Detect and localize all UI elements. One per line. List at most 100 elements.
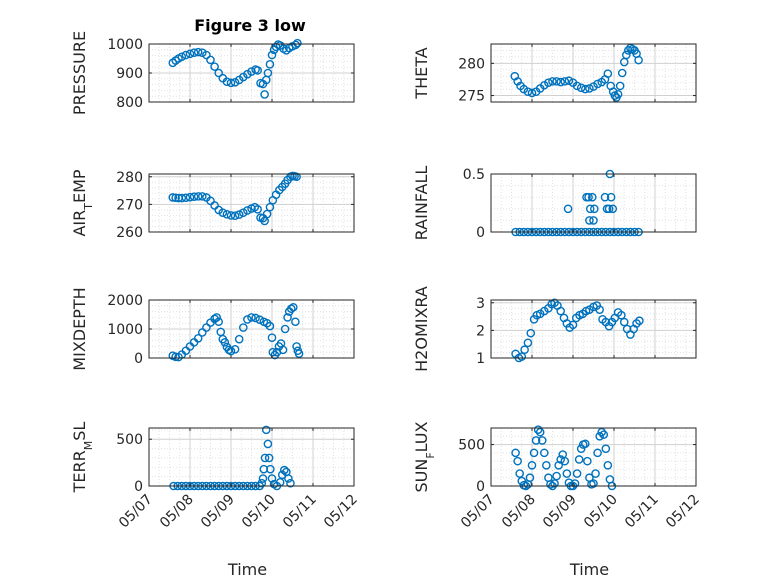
data-point (234, 210, 244, 219)
data-point (185, 192, 195, 202)
data-point (585, 204, 595, 214)
data-point (587, 192, 597, 202)
x-tick-label: 05/10 (239, 492, 279, 532)
data-series (168, 171, 301, 226)
data-point (214, 317, 223, 327)
axes-box (148, 427, 355, 487)
data-point (608, 204, 618, 214)
y-axis-label: TERRMSL (70, 422, 95, 494)
data-point (603, 460, 613, 470)
data-point (279, 465, 289, 475)
y-tick-label: 2 (476, 323, 485, 339)
data-point (550, 479, 559, 488)
y-axis-label-part: SUN (412, 459, 431, 493)
data-point (570, 479, 580, 488)
data-point (222, 77, 232, 86)
data-point (603, 69, 613, 78)
data-point (226, 346, 236, 356)
x-tick-label: 05/07 (458, 492, 498, 532)
data-point (599, 430, 609, 439)
y-tick-label: 2000 (107, 293, 143, 309)
data-point (511, 448, 520, 458)
x-tick-label: 05/11 (280, 492, 320, 532)
data-point (267, 474, 277, 483)
axes-box (490, 299, 697, 359)
data-point (572, 469, 582, 478)
data-series (510, 43, 643, 102)
data-point (226, 78, 236, 88)
axes-box (490, 173, 697, 233)
y-tick-label: 3 (476, 296, 485, 312)
y-axis-label-part: AIR (70, 210, 89, 237)
data-point (606, 192, 616, 202)
subplot-sun-flux: 0 500 SUNFLUX 05/07 05/08 05/09 05/10 05/11 05/1… (412, 421, 703, 579)
data-point (556, 306, 566, 316)
data-point (266, 464, 275, 474)
data-point (263, 68, 273, 78)
y-axis-label: AIRTEMP (70, 169, 95, 236)
y-axis-label: H2OMIXRA (412, 286, 431, 372)
data-point (197, 328, 207, 337)
data-point (262, 209, 272, 219)
data-point (265, 321, 275, 331)
subplot-air-temp: 260 270 280 AIRTEMP (70, 169, 355, 241)
data-point (564, 76, 574, 86)
data-point (292, 342, 301, 351)
y-tick-label: 0 (476, 225, 485, 241)
data-series (168, 302, 304, 362)
y-tick-label: 1 (476, 351, 485, 367)
subplot-pressure: 800 900 1000 PRESSURE (70, 31, 355, 115)
plot-area (149, 428, 354, 486)
data-point (552, 471, 561, 481)
data-point (280, 324, 290, 334)
y-tick-label: 500 (458, 438, 485, 454)
data-point (531, 436, 541, 445)
data-point (601, 444, 611, 454)
y-axis-label: RAINFALL (412, 166, 431, 241)
y-axis-label-subscript: M (82, 441, 95, 451)
data-point (520, 345, 529, 355)
y-tick-label: 0.5 (463, 167, 485, 183)
data-point (552, 77, 561, 86)
data-point (523, 338, 533, 348)
data-point (193, 192, 203, 201)
data-point (253, 66, 262, 75)
subplot-terr-msl: 0 500 TERRMSL 05/07 05/08 05/09 05/10 05/11 05/1… (70, 422, 361, 579)
y-tick-label: 1000 (107, 322, 143, 338)
data-point (255, 315, 265, 325)
data-point (617, 310, 626, 320)
data-point (556, 455, 566, 464)
data-point (206, 55, 215, 65)
data-point (556, 77, 566, 87)
data-point (267, 50, 277, 60)
y-tick-label: 280 (116, 170, 143, 186)
data-point (617, 68, 627, 78)
y-tick-label: 0 (134, 479, 143, 495)
data-point (185, 49, 195, 59)
x-tick-label: 05/08 (157, 492, 197, 532)
data-point (635, 316, 644, 326)
data-point (542, 460, 551, 470)
data-point (526, 328, 536, 338)
data-point (197, 192, 207, 201)
data-point (218, 208, 228, 217)
data-point (193, 333, 203, 343)
data-point (253, 205, 262, 214)
y-axis-label-subscript: T (82, 203, 95, 211)
data-point (292, 172, 301, 182)
axes-box (148, 173, 355, 233)
data-point (234, 334, 244, 344)
axes-box (490, 43, 697, 103)
data-point (619, 317, 629, 327)
data-point (581, 84, 590, 94)
y-axis-label: SUNFLUX (412, 421, 437, 492)
data-point (560, 77, 570, 86)
data-point (513, 456, 522, 466)
data-point (243, 206, 252, 215)
data-point (591, 469, 600, 478)
y-tick-label: 0 (476, 479, 485, 495)
data-point (583, 456, 592, 466)
y-tick-label: 260 (116, 225, 143, 241)
data-point (265, 60, 275, 69)
y-axis-label-part: SL (70, 422, 89, 441)
